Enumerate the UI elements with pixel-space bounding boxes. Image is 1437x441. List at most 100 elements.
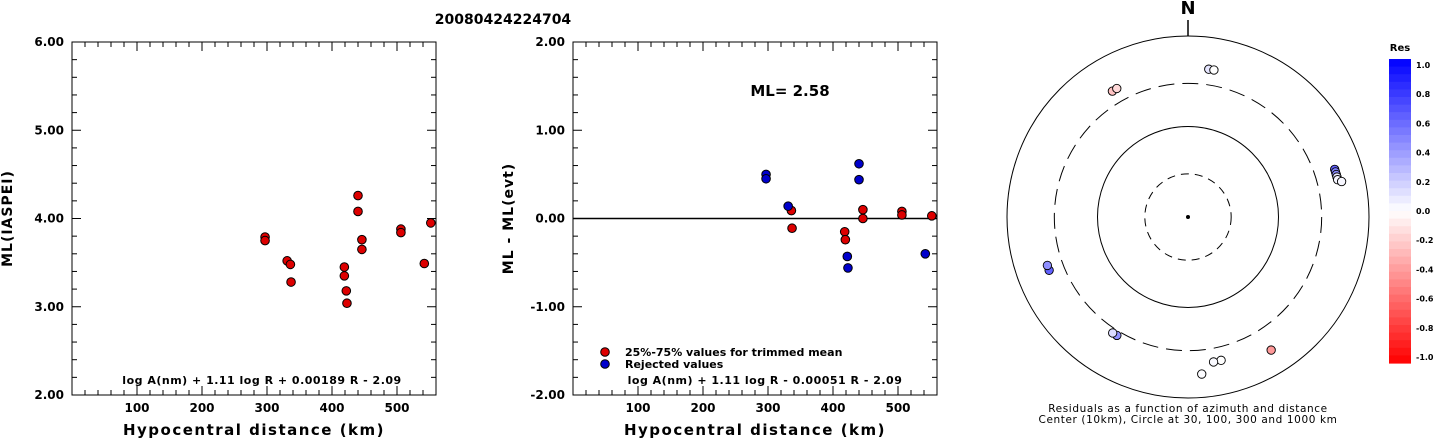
formula-text: log A(nm) + 1.11 log R - 0.00051 R - 2.0… [628, 374, 903, 387]
data-point [357, 244, 367, 255]
colorbar-tick-label: 0.0 [1416, 207, 1431, 216]
colorbar-segment [1389, 226, 1411, 235]
data-point [858, 204, 868, 215]
data-point [396, 227, 406, 238]
station-residual-point [1042, 260, 1053, 271]
colorbar-segment [1389, 287, 1411, 296]
colorbar-segment [1389, 66, 1411, 75]
colorbar-segment [1389, 309, 1411, 318]
y-tick-label: 3.00 [34, 300, 64, 314]
epicenter-marker [1186, 215, 1190, 219]
colorbar-segment [1389, 165, 1411, 174]
y-tick-label: 2.00 [34, 388, 64, 402]
colorbar-segment [1389, 271, 1411, 280]
data-point [339, 262, 350, 272]
colorbar-segment [1389, 142, 1411, 151]
colorbar-segment [1389, 347, 1411, 356]
x-tick-label: 400 [319, 401, 344, 415]
data-point [761, 173, 771, 184]
data-point [353, 206, 363, 217]
x-axis-label: Hypocentral distance (km) [123, 421, 385, 439]
colorbar-segment [1389, 97, 1411, 106]
data-point [357, 234, 367, 245]
colorbar-segment [1389, 355, 1411, 364]
y-tick-label: -2.00 [530, 388, 565, 402]
legend-marker [600, 359, 610, 369]
data-point [285, 259, 296, 270]
colorbar-segment [1389, 302, 1411, 311]
colorbar-tick-label: -1.0 [1416, 353, 1434, 362]
station-residual-point [1209, 65, 1219, 75]
residual-colorbar: Res 1.0 0.8 0.6 0.4 0.2 0.0 -0.2 -0.4 -0.6 -0.8 -1.… [1389, 43, 1434, 364]
colorbar-segment [1389, 317, 1411, 326]
data-point [840, 234, 851, 245]
colorbar-segment [1389, 218, 1411, 227]
colorbar-segment [1389, 157, 1411, 166]
colorbar-segment [1389, 233, 1411, 242]
y-tick-label: 0.00 [535, 212, 565, 226]
x-tick-label: 200 [690, 401, 715, 415]
polar-caption-line2: Center (10km), Circle at 30, 100, 300 an… [1039, 414, 1338, 426]
data-point [920, 249, 931, 259]
data-point [342, 298, 352, 309]
y-tick-label: 1.00 [535, 123, 565, 137]
data-point [783, 201, 793, 211]
magnitude-vs-distance-chart: 100 200 300 400 500 2.00 3.00 4.00 5.00 6.00 Hypoc… [0, 35, 437, 439]
plot-frame [71, 41, 437, 396]
colorbar-segment [1389, 188, 1411, 197]
y-tick-label: 4.00 [34, 212, 64, 226]
x-tick-label: 300 [254, 401, 279, 415]
colorbar-tick-label: 0.2 [1416, 178, 1430, 187]
data-point [419, 258, 430, 269]
x-tick-label: 300 [755, 401, 780, 415]
y-tick-label: 5.00 [34, 123, 64, 137]
station-residual-point [1108, 328, 1118, 338]
colorbar-segment [1389, 211, 1411, 220]
colorbar-segment [1389, 119, 1411, 128]
data-point [843, 263, 853, 273]
data-point [842, 251, 853, 262]
azimuth-residual-polar-chart: N Residuals as a function of azimuth and … [1006, 0, 1370, 426]
formula-text: log A(nm) + 1.11 log R + 0.00189 R - 2.0… [122, 374, 401, 387]
legend-label: 25%-75% values for trimmed mean [625, 346, 842, 359]
north-label: N [1180, 0, 1195, 19]
y-tick-label: 2.00 [535, 35, 565, 49]
colorbar-segment [1389, 135, 1411, 144]
colorbar-tick-label: -0.4 [1416, 265, 1434, 274]
data-point [787, 223, 797, 234]
colorbar-segment [1389, 74, 1411, 83]
data-point [353, 190, 363, 201]
data-point [286, 277, 296, 287]
colorbar-tick-label: 1.0 [1416, 61, 1431, 70]
x-tick-label: 100 [124, 401, 149, 415]
ml-annotation: ML= 2.58 [750, 82, 829, 100]
y-tick-label: -1.00 [530, 300, 565, 314]
data-point [854, 174, 864, 185]
colorbar-segment [1389, 173, 1411, 182]
colorbar-segment [1389, 249, 1411, 258]
range-ring-300km [1053, 82, 1323, 352]
colorbar-segment [1389, 256, 1411, 265]
x-tick-label: 200 [189, 401, 214, 415]
station-residual-point [1197, 369, 1207, 379]
colorbar-segment [1389, 294, 1411, 303]
data-point [927, 211, 937, 221]
colorbar-segment [1389, 180, 1411, 189]
colorbar-segment [1389, 59, 1411, 68]
figure-title: 20080424224704 [435, 12, 572, 28]
x-axis-label: Hypocentral distance (km) [624, 421, 886, 439]
colorbar-segment [1389, 150, 1411, 159]
colorbar-tick-label: 0.8 [1416, 90, 1431, 99]
colorbar-segment [1389, 81, 1411, 90]
colorbar-tick-label: -0.8 [1416, 324, 1434, 333]
colorbar-tick-label: 0.6 [1416, 119, 1431, 128]
data-point [260, 235, 270, 246]
x-tick-label: 500 [384, 401, 409, 415]
colorbar-segment [1389, 195, 1411, 204]
colorbar-tick-label: -0.6 [1416, 295, 1434, 304]
polar-caption-line1: Residuals as a function of azimuth and d… [1048, 403, 1328, 415]
colorbar-segment [1389, 264, 1411, 273]
data-point [839, 226, 850, 237]
